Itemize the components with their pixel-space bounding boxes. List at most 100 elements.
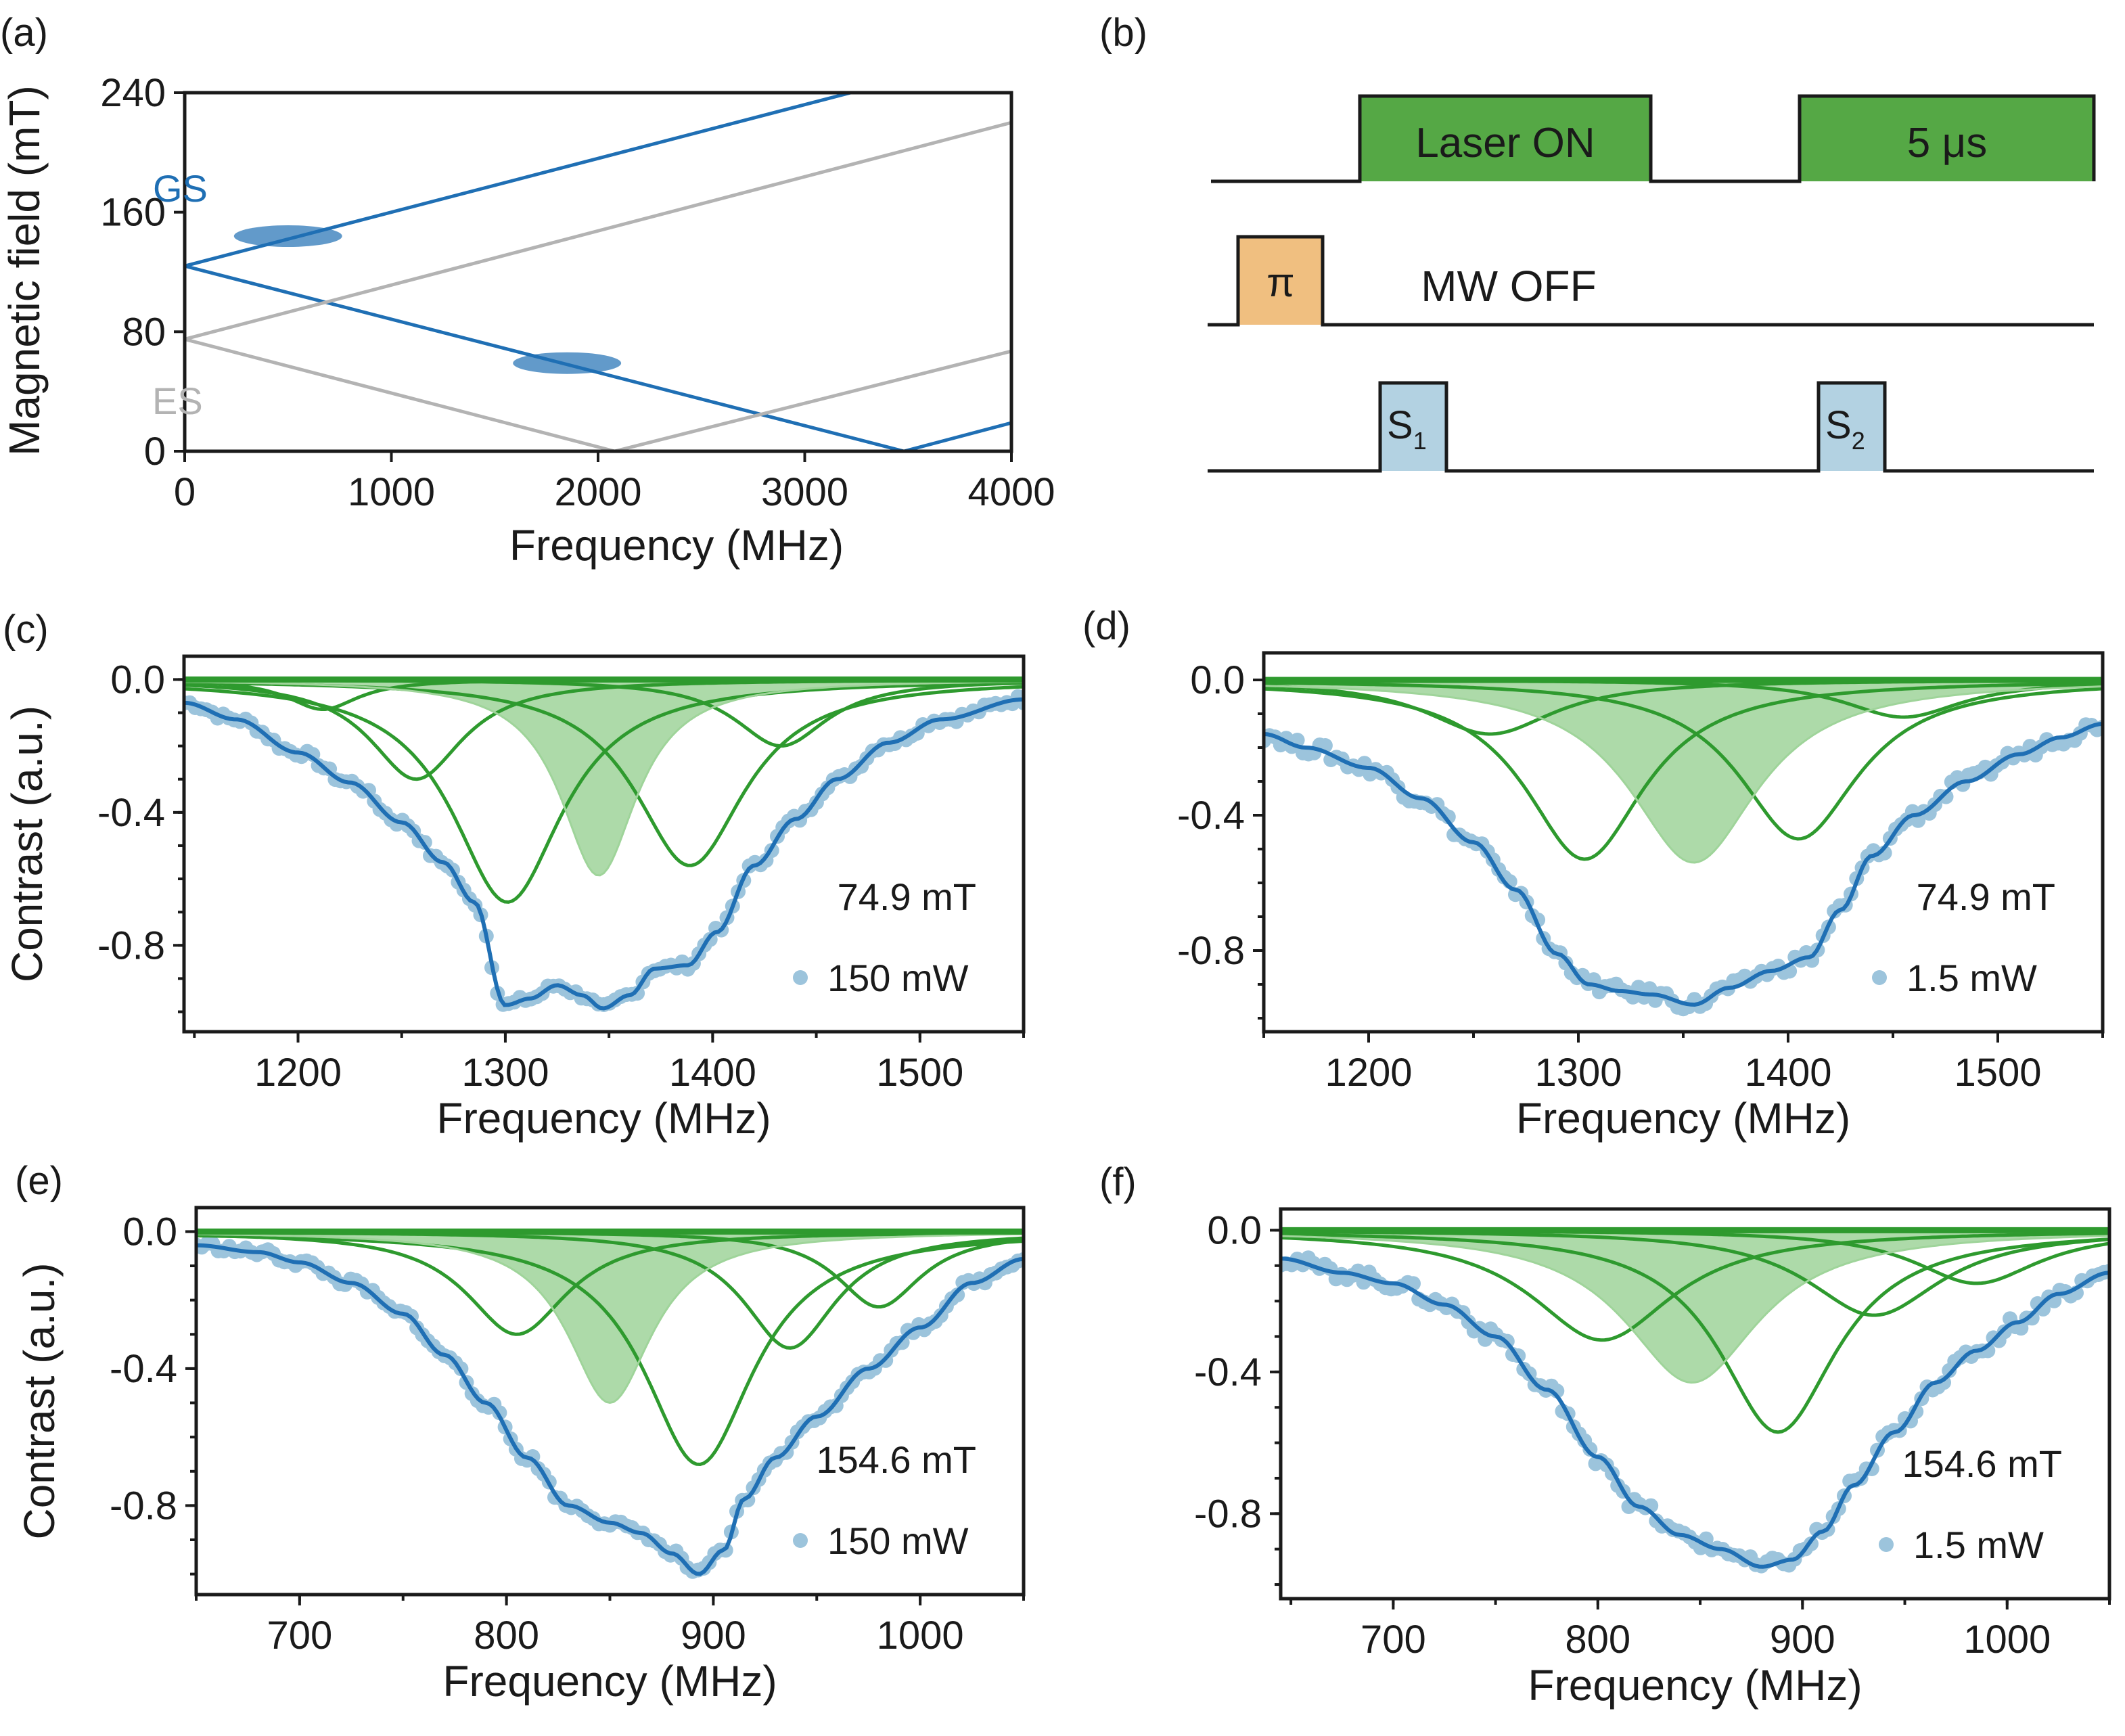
x-tick-label: 0 [174, 470, 196, 514]
x-tick-label: 900 [681, 1614, 746, 1658]
legend-label: 150 mW [827, 1520, 969, 1562]
filled-component-edge [184, 681, 1024, 877]
filled-component-edge [196, 1233, 1024, 1404]
panel-c-ylabel: Contrast (a.u.) [3, 706, 51, 982]
panel-f-frame [1279, 1207, 2111, 1601]
y-tick-label: -0.4 [97, 791, 165, 835]
legend-marker [1879, 1537, 1894, 1552]
x-tick-label: 1200 [254, 1051, 342, 1095]
component-curve-1 [1264, 681, 2103, 861]
x-tick-label: 1200 [1325, 1051, 1412, 1095]
x-tick-label: 1500 [1954, 1051, 2041, 1095]
panel-a-plot: 0 1000 2000 3000 4000 0 80 160 240 [100, 71, 1055, 514]
legend-label: 1.5 mW [1906, 957, 2037, 999]
x-tick-label: 900 [1770, 1618, 1835, 1662]
mw-trace [1208, 235, 2094, 327]
level-line-2 [903, 421, 1011, 451]
y-tick-label: -0.8 [97, 923, 165, 967]
filled-component [1281, 1230, 2109, 1383]
panel-a-label: (a) [0, 11, 48, 55]
panel-b-label: (b) [1099, 11, 1147, 55]
y-tick-label: -0.4 [1194, 1350, 1262, 1394]
sample-trace [1208, 381, 2094, 473]
laser-duration-label: 5 μs [1907, 120, 1987, 166]
component-curve-1 [196, 1234, 1024, 1467]
panel-a: (a) 0 1000 2000 3000 4000 0 80 160 240 GS ES Fre… [0, 11, 1055, 570]
y-tick-label: -0.4 [110, 1347, 177, 1391]
panel-a-frame [183, 91, 1013, 453]
data-point [525, 1449, 541, 1464]
fit-curve [196, 1243, 1024, 1576]
fit-curve [184, 697, 1024, 1011]
panel-a-xlabel: Frequency (MHz) [509, 521, 844, 570]
level-line-4 [185, 337, 616, 451]
laser-readout-pulse [1800, 96, 2094, 181]
x-tick-label: 1300 [461, 1051, 549, 1095]
filled-component-edge [1264, 685, 2103, 864]
y-tick-label: -0.8 [110, 1484, 177, 1528]
panel-e-ylabel: Contrast (a.u.) [15, 1262, 64, 1539]
data-point [630, 986, 645, 1001]
x-tick-label: 1000 [348, 470, 435, 514]
x-tick-label: 700 [1361, 1618, 1426, 1662]
y-tick-label: 80 [122, 310, 166, 354]
x-tick-label: 1000 [877, 1614, 964, 1658]
panel-c-xlabel: Frequency (MHz) [436, 1094, 771, 1143]
panel-d-plot [1264, 677, 2103, 1017]
fit-curve [1264, 722, 2103, 1007]
x-tick-label: 800 [474, 1614, 539, 1658]
filled-component [184, 679, 1024, 875]
y-tick-label: -0.4 [1177, 794, 1245, 838]
y-tick-label: -0.8 [1177, 929, 1245, 973]
y-tick-label: 0.0 [122, 1210, 177, 1254]
x-tick-label: 3000 [761, 470, 848, 514]
data-point [1938, 789, 1954, 804]
panel-f-xlabel: Frequency (MHz) [1528, 1661, 1862, 1710]
component-curve-2 [1264, 681, 2103, 841]
legend-label: 150 mW [827, 957, 969, 999]
panel-f-label: (f) [1099, 1160, 1137, 1204]
legend-marker [1872, 970, 1887, 985]
s1-gate [1380, 383, 1446, 471]
pi-pulse [1238, 237, 1323, 325]
es-label: ES [152, 380, 203, 422]
data-point [2024, 1310, 2040, 1326]
panel-e: (e) 700 800 900 1000 0.0 -0.4 -0.8 Frequency (MH… [15, 1159, 1026, 1706]
legend-marker [793, 970, 808, 985]
data-point [894, 1335, 910, 1350]
mw-off-label: MW OFF [1421, 262, 1596, 311]
panel-e-label: (e) [15, 1159, 63, 1203]
panel-a-lines [185, 93, 1011, 451]
x-tick-label: 1400 [669, 1051, 756, 1095]
s1-label: S1 [1387, 403, 1427, 455]
field-label: 154.6 mT [816, 1438, 976, 1481]
anticrossing-ellipse-0 [233, 225, 342, 247]
panel-e-xlabel: Frequency (MHz) [442, 1657, 777, 1706]
panel-c-label: (c) [3, 608, 49, 652]
data-point [950, 1287, 965, 1302]
panel-d-xlabel: Frequency (MHz) [1516, 1094, 1850, 1143]
y-tick-label: 0.0 [1190, 658, 1245, 702]
x-tick-label: 4000 [967, 470, 1055, 514]
pi-label: π [1266, 260, 1294, 305]
y-tick-label: 160 [100, 191, 166, 235]
panel-d-label: (d) [1082, 604, 1130, 648]
component-curve-1 [1281, 1233, 2109, 1434]
fit-curve [1281, 1256, 2109, 1569]
filled-component [1264, 680, 2103, 863]
x-tick-label: 700 [267, 1614, 332, 1658]
x-tick-label: 1400 [1744, 1051, 1831, 1095]
anticrossing-ellipse-1 [513, 352, 622, 374]
level-line-3 [185, 120, 1011, 341]
panel-c-frame [182, 654, 1026, 1034]
level-line-5 [614, 349, 1011, 451]
legend-label: 1.5 mW [1913, 1524, 2044, 1566]
gs-label: GS [153, 167, 208, 210]
panel-b: (b) Laser ON 5 μs π MW OFF S1 S2 [1099, 11, 2096, 473]
y-tick-label: 0 [144, 430, 166, 474]
field-label: 74.9 mT [838, 875, 976, 918]
panel-a-ylabel: Magnetic field (mT) [0, 85, 49, 456]
x-tick-label: 1500 [876, 1051, 963, 1095]
laser-on-pulse [1360, 96, 1651, 181]
